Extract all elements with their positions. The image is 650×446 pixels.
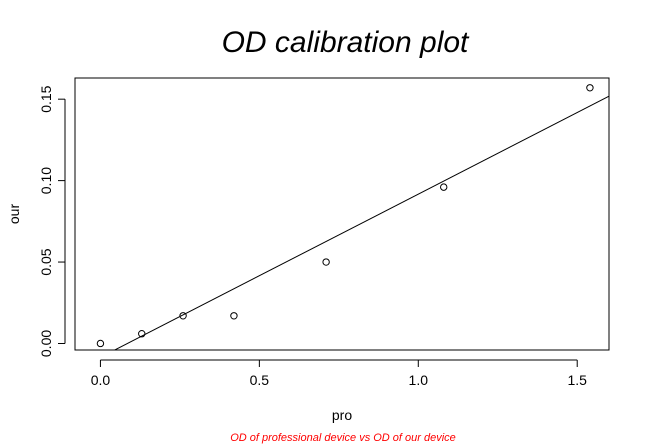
data-point (96, 339, 105, 348)
y-tick-label: 0.00 (38, 330, 54, 357)
x-tick-label: 0.5 (250, 372, 270, 388)
x-axis-label: pro (332, 407, 352, 423)
fit-line (113, 95, 609, 350)
chart-caption: OD of professional device vs OD of our d… (230, 432, 456, 444)
data-point (322, 258, 330, 266)
x-tick-label: 1.5 (567, 372, 587, 388)
y-axis: 0.00 0.05 0.10 0.15 (38, 85, 66, 357)
y-axis-label: our (6, 204, 22, 225)
x-axis: 0.0 0.5 1.0 1.5 (91, 359, 587, 388)
plot-frame (74, 77, 610, 351)
data-points-layer (96, 84, 594, 348)
fit-line-layer (113, 95, 609, 350)
x-tick-label: 1.0 (409, 372, 429, 388)
data-point (138, 330, 146, 338)
chart-title: OD calibration plot (222, 26, 470, 59)
data-point (179, 312, 187, 320)
data-point (230, 312, 238, 320)
y-tick-label: 0.05 (38, 248, 54, 275)
y-tick-label: 0.15 (38, 85, 54, 112)
x-tick-label: 0.0 (91, 372, 111, 388)
y-tick-label: 0.10 (38, 167, 54, 194)
data-point (586, 84, 594, 92)
data-point (440, 183, 448, 191)
